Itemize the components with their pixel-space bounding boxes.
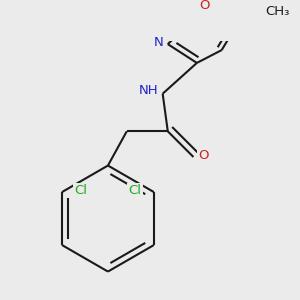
Text: CH₃: CH₃: [265, 5, 290, 18]
Text: Cl: Cl: [128, 184, 142, 197]
Text: O: O: [199, 0, 210, 12]
Text: Cl: Cl: [74, 184, 87, 197]
Text: O: O: [198, 149, 208, 162]
Text: N: N: [153, 36, 163, 49]
Text: NH: NH: [139, 85, 158, 98]
